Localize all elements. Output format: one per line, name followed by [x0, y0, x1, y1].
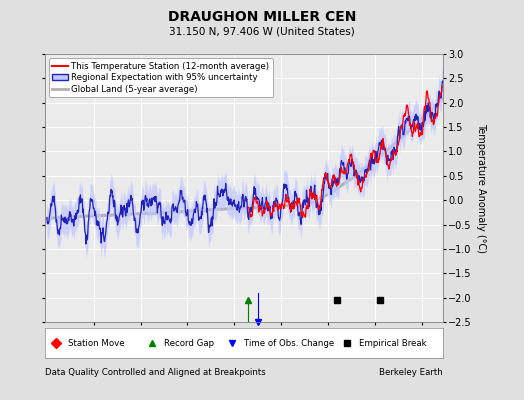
Text: Time of Obs. Change: Time of Obs. Change [244, 338, 334, 348]
Text: 31.150 N, 97.406 W (United States): 31.150 N, 97.406 W (United States) [169, 26, 355, 36]
Y-axis label: Temperature Anomaly (°C): Temperature Anomaly (°C) [476, 123, 486, 253]
Text: Empirical Break: Empirical Break [359, 338, 427, 348]
Legend: This Temperature Station (12-month average), Regional Expectation with 95% uncer: This Temperature Station (12-month avera… [49, 58, 272, 97]
Text: Data Quality Controlled and Aligned at Breakpoints: Data Quality Controlled and Aligned at B… [45, 368, 265, 377]
Text: Record Gap: Record Gap [164, 338, 214, 348]
Text: Station Move: Station Move [69, 338, 125, 348]
Text: DRAUGHON MILLER CEN: DRAUGHON MILLER CEN [168, 10, 356, 24]
Text: Berkeley Earth: Berkeley Earth [379, 368, 443, 377]
